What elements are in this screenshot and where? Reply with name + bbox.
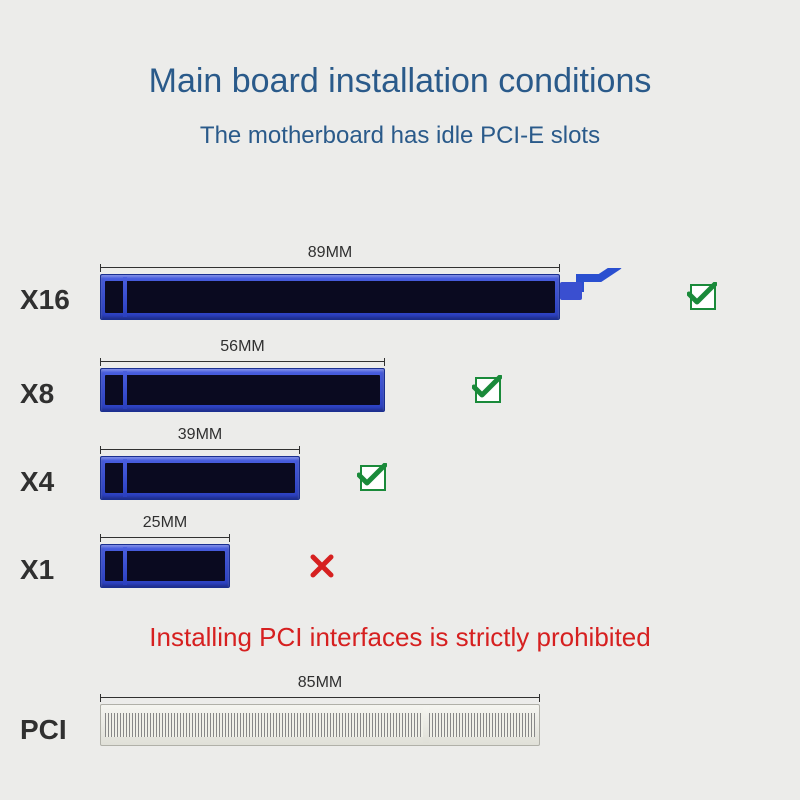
slot-row-x4: X439MM bbox=[0, 456, 800, 500]
checkmark-icon bbox=[689, 283, 717, 311]
pcie-slot bbox=[100, 274, 560, 320]
slot-label: X4 bbox=[20, 466, 54, 498]
dimension-text: 89MM bbox=[308, 244, 352, 262]
dimension-bar bbox=[100, 264, 560, 272]
check-icon bbox=[690, 284, 716, 310]
slot-label: PCI bbox=[20, 714, 67, 746]
slot-row-x8: X856MM bbox=[0, 368, 800, 412]
dimension-bar bbox=[100, 534, 230, 542]
dimension-text: 25MM bbox=[143, 514, 187, 532]
checkmark-icon bbox=[359, 464, 387, 492]
pcie-slot bbox=[100, 368, 385, 412]
dimension-indicator: 25MM bbox=[100, 514, 230, 542]
dimension-text: 56MM bbox=[220, 338, 264, 356]
dimension-bar bbox=[100, 358, 385, 366]
pci-slot bbox=[100, 704, 540, 746]
check-icon bbox=[360, 465, 386, 491]
checkmark-icon bbox=[474, 376, 502, 404]
dimension-indicator: 39MM bbox=[100, 426, 300, 454]
slot-latch-icon bbox=[560, 268, 610, 296]
slot-label: X16 bbox=[20, 284, 70, 316]
dimension-indicator: 56MM bbox=[100, 338, 385, 366]
pcie-slot bbox=[100, 544, 230, 588]
pcie-slot bbox=[100, 456, 300, 500]
warning-text: Installing PCI interfaces is strictly pr… bbox=[0, 622, 800, 653]
slot-label: X8 bbox=[20, 378, 54, 410]
slot-row-x1: X125MM bbox=[0, 544, 800, 588]
slot-row-x16: X1689MM bbox=[0, 274, 800, 320]
page-subtitle: The motherboard has idle PCI-E slots bbox=[0, 122, 800, 150]
check-icon bbox=[475, 377, 501, 403]
dimension-bar bbox=[100, 446, 300, 454]
dimension-indicator: 85MM bbox=[100, 674, 540, 702]
slot-row-pci: PCI85MM bbox=[0, 704, 800, 746]
dimension-bar bbox=[100, 694, 540, 702]
dimension-indicator: 89MM bbox=[100, 244, 560, 272]
page-title: Main board installation conditions bbox=[0, 62, 800, 101]
dimension-text: 85MM bbox=[298, 674, 342, 692]
cross-icon bbox=[310, 554, 334, 583]
dimension-text: 39MM bbox=[178, 426, 222, 444]
slot-label: X1 bbox=[20, 554, 54, 586]
